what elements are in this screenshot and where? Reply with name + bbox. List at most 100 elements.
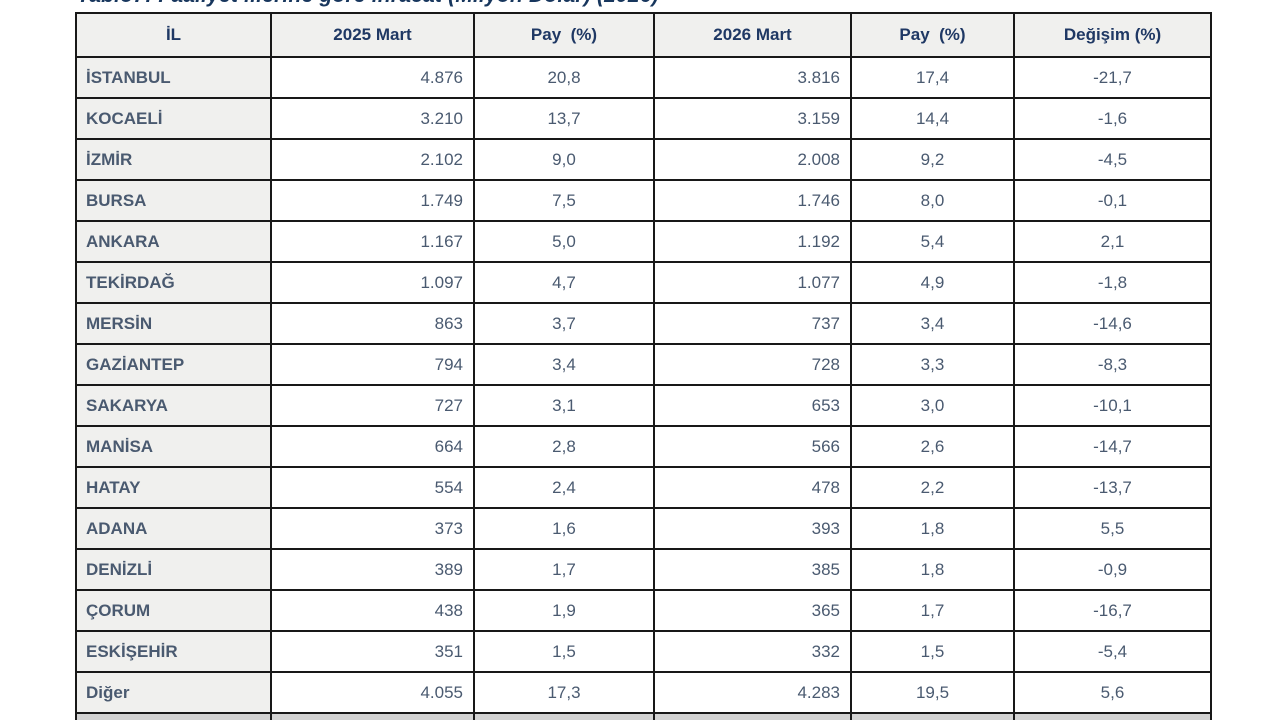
cell-m2026: 653 bbox=[653, 384, 852, 427]
table-row: DENİZLİ 389 1,7 385 1,8 -0,9 bbox=[75, 548, 1212, 591]
cell-pay2026: 3,3 bbox=[850, 343, 1015, 386]
table-row: ÇORUM 438 1,9 365 1,7 -16,7 bbox=[75, 589, 1212, 632]
table-row: TEKİRDAĞ 1.097 4,7 1.077 4,9 -1,8 bbox=[75, 261, 1212, 304]
table-row: Diğer 4.055 17,3 4.283 19,5 5,6 bbox=[75, 671, 1212, 714]
cell-m2025: 727 bbox=[270, 384, 475, 427]
cell-pay2025: 9,0 bbox=[473, 138, 655, 181]
cell-m2025: 2.102 bbox=[270, 138, 475, 181]
cell-m2025: 373 bbox=[270, 507, 475, 550]
cell-m2025: 863 bbox=[270, 302, 475, 345]
column-header-m2025: 2025 Mart bbox=[270, 12, 475, 58]
cell-m2026: 1.192 bbox=[653, 220, 852, 263]
cell-m2026: 478 bbox=[653, 466, 852, 509]
cell-pay2026: 2,2 bbox=[850, 466, 1015, 509]
cell-pay2026: 2,6 bbox=[850, 425, 1015, 468]
cell-pay2026: 1,8 bbox=[850, 548, 1015, 591]
cell-pay2026: 1,5 bbox=[850, 630, 1015, 673]
cell-m2025: 3.210 bbox=[270, 97, 475, 140]
cell-pay2025: 2,8 bbox=[473, 425, 655, 468]
cell-degisim: -16,7 bbox=[1013, 589, 1212, 632]
cell-m2026: 385 bbox=[653, 548, 852, 591]
cell-pay2025: 3,7 bbox=[473, 302, 655, 345]
cell-pay2025: 3,1 bbox=[473, 384, 655, 427]
cell-degisim: -0,9 bbox=[1013, 548, 1212, 591]
cell-m2026: 393 bbox=[653, 507, 852, 550]
cell-degisim: 2,1 bbox=[1013, 220, 1212, 263]
cell-pay2026: 8,0 bbox=[850, 179, 1015, 222]
cell-il: ÇORUM bbox=[75, 589, 272, 632]
cell-m2025 bbox=[270, 712, 475, 720]
cell-pay2026: 3,0 bbox=[850, 384, 1015, 427]
cell-pay2025: 1,5 bbox=[473, 630, 655, 673]
cell-degisim: -10,1 bbox=[1013, 384, 1212, 427]
cell-pay2025: 1,6 bbox=[473, 507, 655, 550]
cell-degisim: 5,6 bbox=[1013, 671, 1212, 714]
table-row: İSTANBUL 4.876 20,8 3.816 17,4 -21,7 bbox=[75, 56, 1212, 99]
cell-m2025: 351 bbox=[270, 630, 475, 673]
cell-il: GAZİANTEP bbox=[75, 343, 272, 386]
cell-m2026: 1.077 bbox=[653, 261, 852, 304]
cell-m2025: 664 bbox=[270, 425, 475, 468]
cell-pay2026: 4,9 bbox=[850, 261, 1015, 304]
cell-m2026: 737 bbox=[653, 302, 852, 345]
table-header-row: İL 2025 Mart Pay (%) 2026 Mart Pay (%) Değişi… bbox=[75, 12, 1212, 58]
cell-m2025: 1.749 bbox=[270, 179, 475, 222]
cell-il: BURSA bbox=[75, 179, 272, 222]
cell-m2026: 4.283 bbox=[653, 671, 852, 714]
cell-pay2026 bbox=[850, 712, 1015, 720]
cell-degisim bbox=[1013, 712, 1212, 720]
cell-degisim: -0,1 bbox=[1013, 179, 1212, 222]
cell-pay2025: 7,5 bbox=[473, 179, 655, 222]
cell-m2025: 1.097 bbox=[270, 261, 475, 304]
cell-m2026: 2.008 bbox=[653, 138, 852, 181]
table-row: ANKARA 1.167 5,0 1.192 5,4 2,1 bbox=[75, 220, 1212, 263]
cell-degisim: -1,8 bbox=[1013, 261, 1212, 304]
cell-il: DENİZLİ bbox=[75, 548, 272, 591]
cell-il: HATAY bbox=[75, 466, 272, 509]
cell-pay2025: 4,7 bbox=[473, 261, 655, 304]
cell-m2025: 438 bbox=[270, 589, 475, 632]
table-row: MERSİN 863 3,7 737 3,4 -14,6 bbox=[75, 302, 1212, 345]
cell-m2026: 332 bbox=[653, 630, 852, 673]
cell-il: İZMİR bbox=[75, 138, 272, 181]
cell-m2026: 3.816 bbox=[653, 56, 852, 99]
table-title: Tablo7: Faaliyet illerine göre ihracat (… bbox=[77, 0, 659, 8]
cell-pay2026: 19,5 bbox=[850, 671, 1015, 714]
cell-degisim: -4,5 bbox=[1013, 138, 1212, 181]
cell-pay2026: 17,4 bbox=[850, 56, 1015, 99]
cell-il: MANİSA bbox=[75, 425, 272, 468]
cell-pay2025: 2,4 bbox=[473, 466, 655, 509]
table-row: İZMİR 2.102 9,0 2.008 9,2 -4,5 bbox=[75, 138, 1212, 181]
cell-degisim: -21,7 bbox=[1013, 56, 1212, 99]
cell-pay2026: 3,4 bbox=[850, 302, 1015, 345]
column-header-degisim: Değişim (%) bbox=[1013, 12, 1212, 58]
column-header-m2026: 2026 Mart bbox=[653, 12, 852, 58]
cell-pay2025: 13,7 bbox=[473, 97, 655, 140]
cell-pay2026: 9,2 bbox=[850, 138, 1015, 181]
cell-il: ADANA bbox=[75, 507, 272, 550]
cell-m2025: 794 bbox=[270, 343, 475, 386]
cell-m2026: 1.746 bbox=[653, 179, 852, 222]
cell-pay2026: 1,7 bbox=[850, 589, 1015, 632]
cell-degisim: 5,5 bbox=[1013, 507, 1212, 550]
cell-pay2025: 3,4 bbox=[473, 343, 655, 386]
cell-m2025: 4.876 bbox=[270, 56, 475, 99]
cell-degisim: -5,4 bbox=[1013, 630, 1212, 673]
table-row: BURSA 1.749 7,5 1.746 8,0 -0,1 bbox=[75, 179, 1212, 222]
table-row: ADANA 373 1,6 393 1,8 5,5 bbox=[75, 507, 1212, 550]
cell-il: KOCAELİ bbox=[75, 97, 272, 140]
cell-pay2026: 14,4 bbox=[850, 97, 1015, 140]
cell-m2026 bbox=[653, 712, 852, 720]
column-header-pay2026: Pay (%) bbox=[850, 12, 1015, 58]
cell-il: Diğer bbox=[75, 671, 272, 714]
cell-pay2026: 5,4 bbox=[850, 220, 1015, 263]
partial-bottom-row bbox=[75, 712, 1212, 720]
cell-degisim: -1,6 bbox=[1013, 97, 1212, 140]
cell-il: ANKARA bbox=[75, 220, 272, 263]
cell-il: MERSİN bbox=[75, 302, 272, 345]
exports-by-province-table: İL 2025 Mart Pay (%) 2026 Mart Pay (%) Değişi… bbox=[75, 12, 1212, 720]
cell-degisim: -14,6 bbox=[1013, 302, 1212, 345]
cell-il: TEKİRDAĞ bbox=[75, 261, 272, 304]
cell-m2025: 4.055 bbox=[270, 671, 475, 714]
